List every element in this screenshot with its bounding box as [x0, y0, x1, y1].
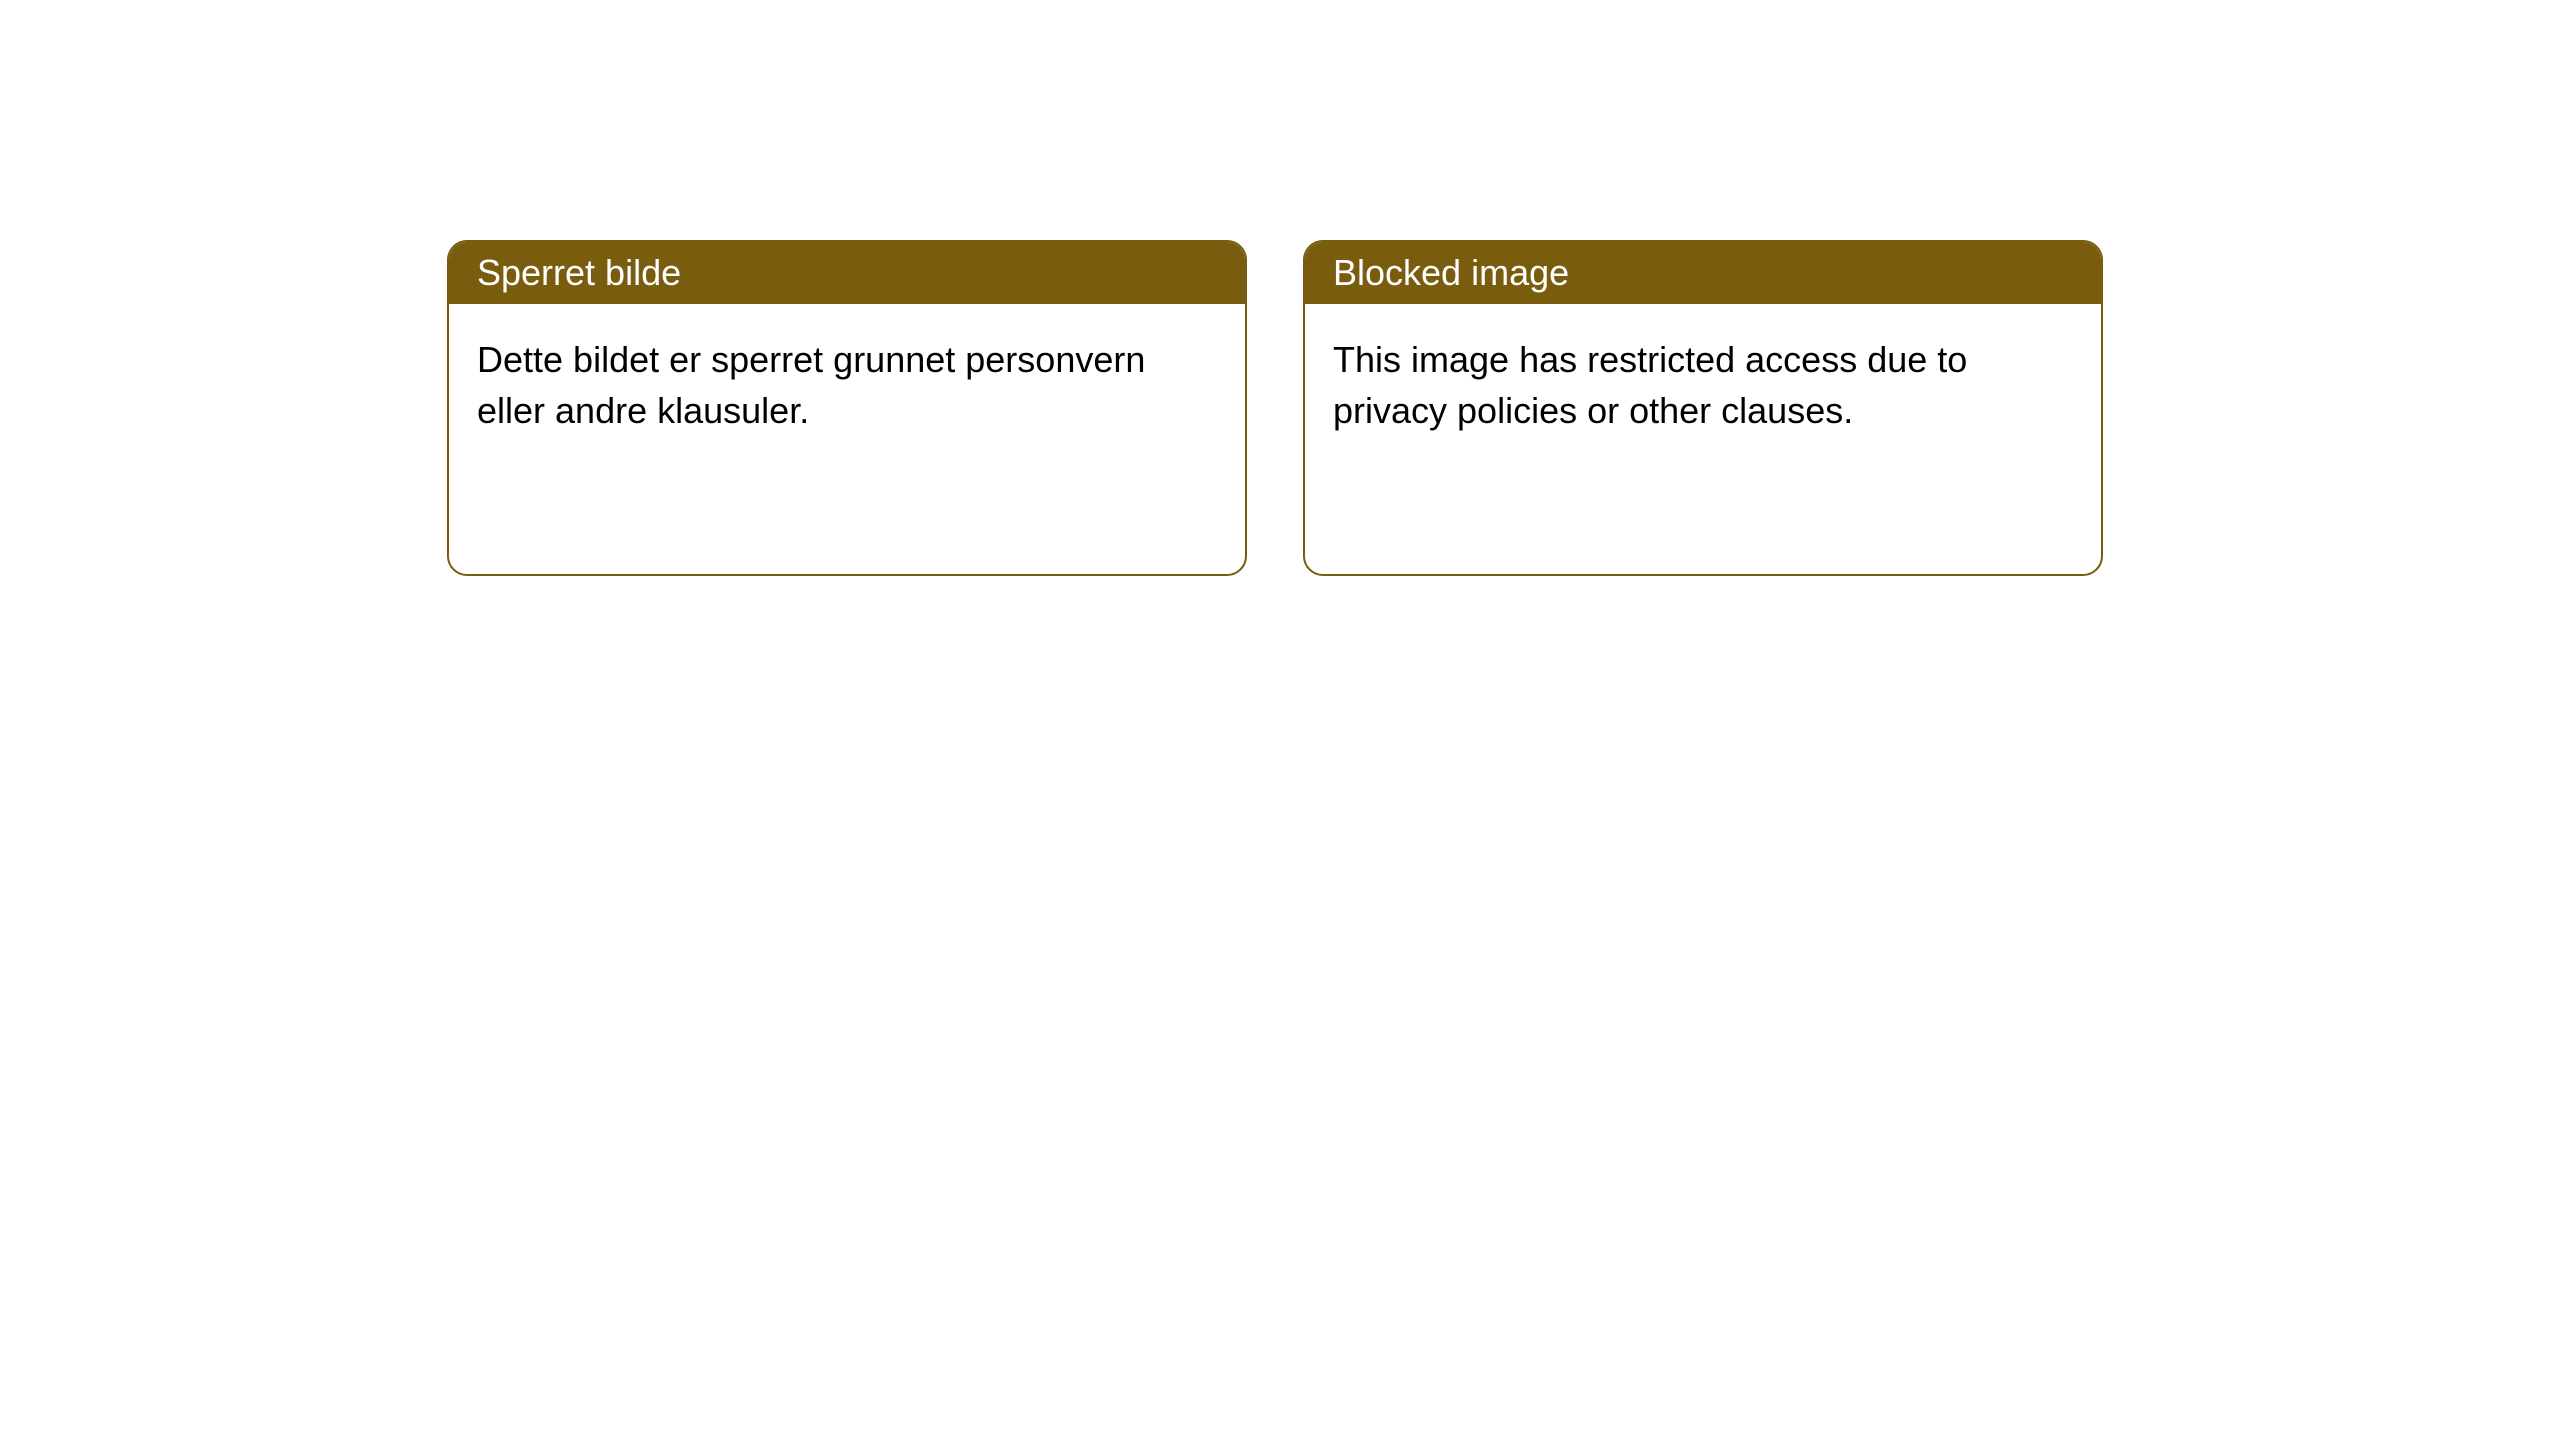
card-body-text: Dette bildet er sperret grunnet personve…: [477, 339, 1145, 431]
card-title: Blocked image: [1333, 252, 1569, 293]
card-header: Sperret bilde: [449, 242, 1245, 304]
notice-card-english: Blocked image This image has restricted …: [1303, 240, 2103, 576]
card-body: This image has restricted access due to …: [1305, 304, 2101, 466]
notice-card-norwegian: Sperret bilde Dette bildet er sperret gr…: [447, 240, 1247, 576]
card-header: Blocked image: [1305, 242, 2101, 304]
card-title: Sperret bilde: [477, 252, 681, 293]
notice-cards-container: Sperret bilde Dette bildet er sperret gr…: [447, 240, 2103, 576]
card-body-text: This image has restricted access due to …: [1333, 339, 1967, 431]
card-body: Dette bildet er sperret grunnet personve…: [449, 304, 1245, 466]
